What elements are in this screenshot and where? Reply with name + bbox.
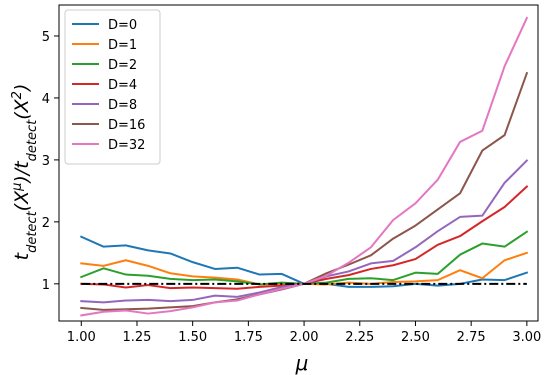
legend: D=0 D=1 D=2 D=4 D=8 D=16 D=32 bbox=[64, 9, 161, 165]
legend-label-d-16: D=16 bbox=[108, 118, 145, 133]
x-tick-label: 1.00 bbox=[67, 330, 96, 345]
y-tick-label: 2 bbox=[42, 216, 50, 231]
x-tick-label: 2.25 bbox=[345, 330, 374, 345]
legend-label-d-1: D=1 bbox=[108, 38, 137, 53]
x-tick-label: 3.00 bbox=[512, 330, 541, 345]
axes-layer: 1.00 1.25 1.50 1.75 2.00 2.25 2.50 2.75 3.00 1 2 3 4… bbox=[42, 4, 541, 345]
legend-label-d-4: D=4 bbox=[108, 78, 137, 93]
lines-layer bbox=[79, 16, 529, 317]
legend-label-d-0: D=0 bbox=[108, 18, 137, 33]
x-axis-label: μ bbox=[295, 351, 309, 375]
legend-label-d-8: D=8 bbox=[108, 98, 137, 113]
x-tick-label: 1.75 bbox=[234, 330, 263, 345]
y-tick-label: 4 bbox=[42, 92, 50, 107]
x-tick-label: 2.75 bbox=[457, 330, 486, 345]
y-tick-label: 5 bbox=[42, 30, 50, 45]
legend-label-d-2: D=2 bbox=[108, 58, 137, 73]
legend-label-d-32: D=32 bbox=[108, 138, 145, 153]
y-tick-label: 1 bbox=[42, 278, 50, 293]
y-axis-label: tdetect(Xμ)/tdetect(X2) bbox=[10, 84, 40, 261]
x-tick-label: 2.00 bbox=[290, 330, 319, 345]
plot-frame bbox=[58, 4, 539, 322]
x-tick-label: 1.25 bbox=[123, 330, 152, 345]
x-tick-label: 2.50 bbox=[401, 330, 430, 345]
x-tick-label: 1.50 bbox=[178, 330, 207, 345]
legend-box bbox=[64, 9, 161, 165]
y-tick-label: 3 bbox=[42, 154, 50, 169]
